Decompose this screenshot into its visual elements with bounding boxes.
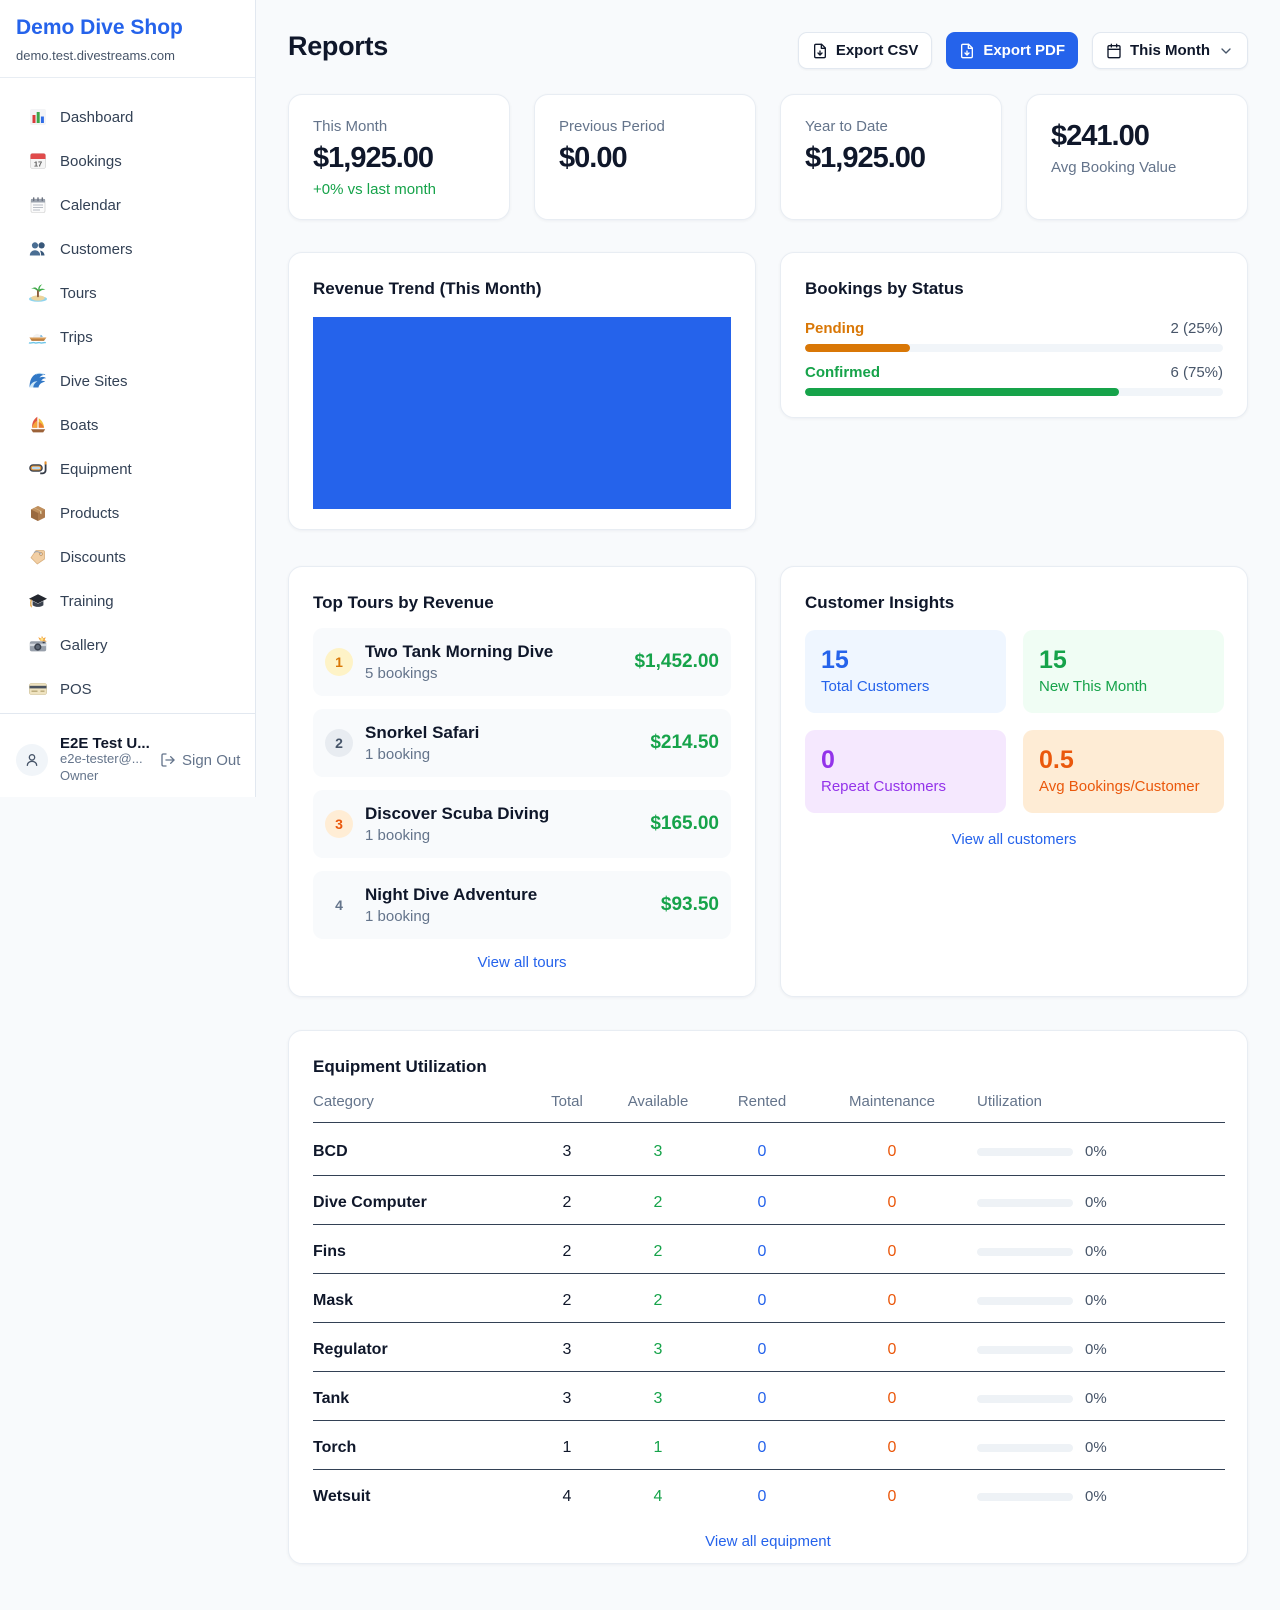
svg-text:17: 17	[34, 160, 42, 169]
